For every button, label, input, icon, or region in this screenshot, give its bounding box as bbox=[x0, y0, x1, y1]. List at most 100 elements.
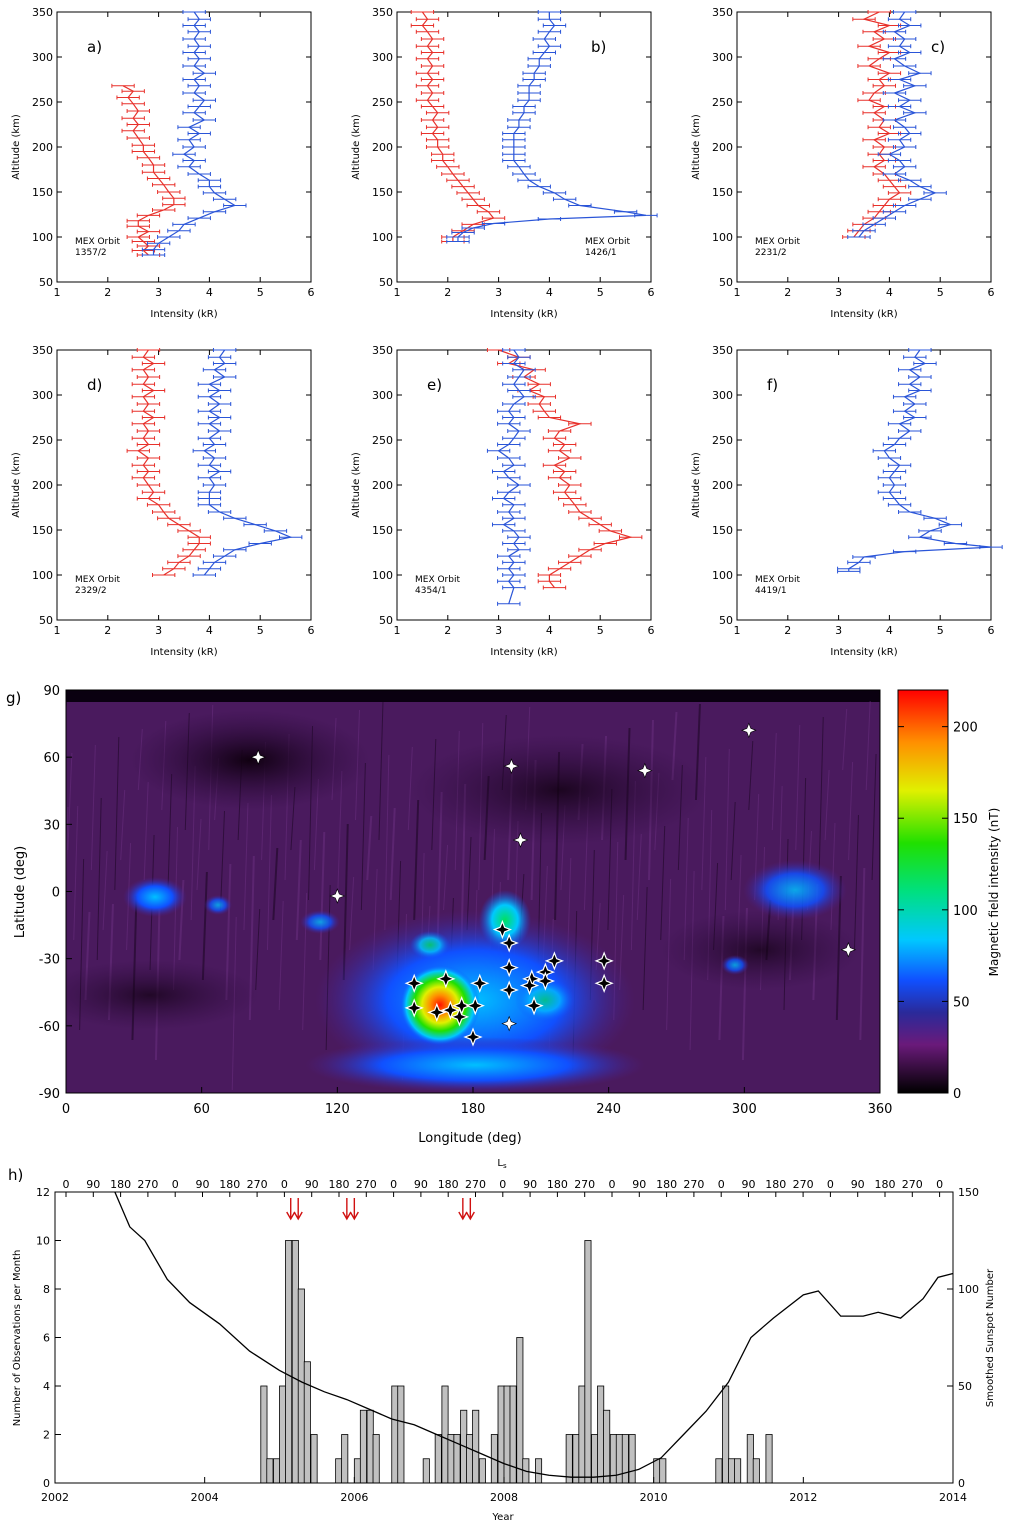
observation-bar bbox=[273, 1458, 281, 1484]
observation-bar bbox=[728, 1458, 736, 1484]
y-tick-label: 250 bbox=[712, 96, 733, 109]
map-x-tick-label: 360 bbox=[868, 1102, 893, 1117]
ls-tick-label: 90 bbox=[196, 1178, 210, 1191]
x-tick-label: 6 bbox=[308, 624, 315, 637]
profile-line bbox=[152, 11, 237, 255]
x-tick-label: 3 bbox=[495, 624, 502, 637]
observation-bar bbox=[765, 1434, 773, 1484]
count-tick-label: 8 bbox=[43, 1283, 50, 1296]
profile-panel-c: 1 2 3 4 5 6 50 100 150 200 250 300 350 Intensity (kR)… bbox=[691, 6, 995, 320]
field-streak bbox=[859, 867, 866, 1041]
orbit-label: MEX Orbit bbox=[75, 237, 120, 247]
observation-bar bbox=[391, 1385, 399, 1484]
black-star-marker bbox=[544, 951, 565, 971]
white-star-marker bbox=[250, 749, 267, 765]
white-star-marker bbox=[840, 941, 857, 958]
colorbar-tick-label: 0 bbox=[953, 1087, 961, 1102]
ls-tick-label: 90 bbox=[414, 1178, 428, 1191]
observation-bar bbox=[503, 1385, 511, 1484]
profile-line bbox=[858, 11, 937, 238]
y-tick-label: 100 bbox=[712, 231, 733, 244]
blue-profile bbox=[486, 348, 536, 606]
x-tick-label: 4 bbox=[206, 624, 213, 637]
x-tick-label: 5 bbox=[597, 624, 604, 637]
observation-bar bbox=[722, 1385, 730, 1484]
ls-tick-label: 180 bbox=[329, 1178, 350, 1191]
panel-label: a) bbox=[87, 38, 102, 56]
map-y-label: Latitude (deg) bbox=[13, 846, 28, 938]
orbit-number: 1426/1 bbox=[585, 248, 617, 258]
black-star-marker bbox=[404, 998, 424, 1018]
observation-bar bbox=[715, 1458, 723, 1484]
field-streak bbox=[848, 761, 854, 861]
field-streak bbox=[865, 700, 871, 791]
ls-tick-label: 0 bbox=[499, 1178, 506, 1191]
y-tick-label: 350 bbox=[712, 344, 733, 357]
y-tick-label: 50 bbox=[379, 276, 393, 289]
field-streak bbox=[114, 736, 120, 891]
field-streak bbox=[73, 805, 79, 941]
field-streak bbox=[360, 762, 366, 911]
panel-label: d) bbox=[87, 376, 102, 394]
observation-bar bbox=[597, 1385, 605, 1484]
black-star-marker bbox=[535, 971, 556, 991]
observation-bar bbox=[372, 1434, 380, 1484]
observation-bar bbox=[422, 1458, 430, 1484]
profile-line bbox=[848, 349, 992, 572]
x-tick-label: 1 bbox=[394, 624, 401, 637]
event-arrow-head bbox=[286, 1211, 296, 1221]
ls-tick-label: 180 bbox=[765, 1178, 786, 1191]
x-tick-label: 5 bbox=[257, 624, 264, 637]
white-star-marker bbox=[637, 762, 653, 779]
x-tick-label: 5 bbox=[257, 286, 264, 299]
map-y-tick-label: -60 bbox=[39, 1020, 60, 1035]
ls-tick-label: 270 bbox=[683, 1178, 704, 1191]
y-tick-label: 250 bbox=[32, 96, 53, 109]
field-streak bbox=[366, 815, 373, 881]
observation-bar bbox=[353, 1458, 361, 1484]
orbit-label: MEX Orbit bbox=[755, 237, 800, 247]
map-x-label: Longitude (deg) bbox=[418, 1131, 521, 1146]
profile-line bbox=[853, 11, 901, 238]
x-tick-label: 2 bbox=[784, 286, 791, 299]
x-tick-label: 2 bbox=[784, 624, 791, 637]
x-tick-label: 4 bbox=[886, 624, 893, 637]
field-streak bbox=[384, 754, 390, 931]
field-streak bbox=[66, 806, 69, 907]
x-tick-label: 4 bbox=[546, 286, 553, 299]
orbit-number: 4419/1 bbox=[755, 586, 787, 596]
y-tick-label: 150 bbox=[712, 186, 733, 199]
field-streak bbox=[842, 708, 848, 771]
observation-bar bbox=[572, 1434, 580, 1484]
y-tick-label: 150 bbox=[32, 524, 53, 537]
white-star-marker bbox=[329, 888, 346, 904]
count-tick-label: 10 bbox=[36, 1235, 50, 1248]
field-streak bbox=[272, 847, 279, 921]
magnetic-anomaly-markers bbox=[250, 722, 857, 1047]
blue-profile bbox=[141, 10, 247, 257]
y-axis-label: Altitude (km) bbox=[691, 452, 702, 518]
y-tick-label: 200 bbox=[372, 141, 393, 154]
observation-bar bbox=[260, 1385, 268, 1484]
ls-tick-label: 0 bbox=[63, 1178, 70, 1191]
x-tick-label: 3 bbox=[835, 624, 842, 637]
map-x-tick-label: 0 bbox=[62, 1102, 70, 1117]
field-streak bbox=[278, 900, 284, 1011]
observation-bar bbox=[509, 1385, 517, 1484]
blue-profile bbox=[847, 10, 947, 239]
observation-bar bbox=[653, 1458, 661, 1484]
white-star-marker bbox=[501, 1015, 518, 1032]
y-tick-label: 200 bbox=[32, 141, 53, 154]
y-tick-label: 300 bbox=[372, 389, 393, 402]
panel-label: b) bbox=[591, 38, 606, 56]
observation-bar bbox=[615, 1434, 623, 1484]
observation-bar bbox=[297, 1288, 305, 1484]
blue-profile bbox=[446, 10, 658, 244]
x-tick-label: 6 bbox=[988, 286, 995, 299]
field-streak bbox=[295, 839, 302, 941]
y-tick-label: 300 bbox=[32, 389, 53, 402]
ls-tick-label: 180 bbox=[438, 1178, 459, 1191]
y-tick-label: 100 bbox=[372, 231, 393, 244]
y-tick-label: 150 bbox=[372, 186, 393, 199]
x-axis-label: Intensity (kR) bbox=[490, 309, 557, 320]
